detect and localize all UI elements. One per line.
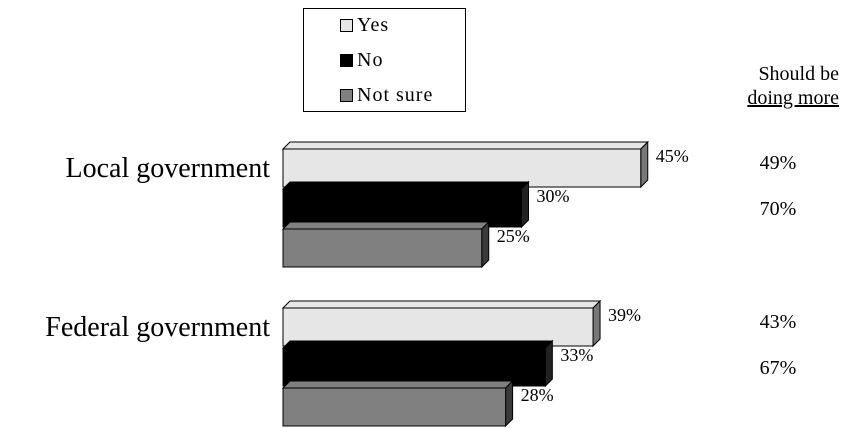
side-header-line1: Should be [758,63,839,85]
legend-item-not-sure: Not sure [340,83,433,107]
legend-swatch-yes [340,18,353,32]
side-column-value: 67% [760,357,797,379]
bar-top-face [281,380,514,389]
bar-side-face [544,339,553,388]
bar-top-face [281,300,602,309]
data-label: 25% [497,226,530,246]
labels-group: Local government 45% 30% 25% 49% 70% Federal g… [45,146,796,405]
legend-label-no: No [357,48,384,71]
side-column-value: 49% [760,152,797,174]
side-header-line2: doing more [747,87,839,109]
bar-top-face [281,221,490,230]
category-label: Federal government [45,312,270,343]
bar-top-face [281,181,530,190]
data-label: 39% [608,305,641,325]
bar-top-face [281,340,554,349]
category-label: Local government [66,153,271,184]
data-label: 30% [537,186,570,206]
legend-label-not-sure: Not sure [357,83,434,106]
bar-no [282,188,522,228]
bar-not-sure [282,228,483,268]
data-label: 28% [521,385,554,405]
bar-no [282,347,546,387]
side-column-value: 43% [760,311,797,333]
bar-not-sure [282,387,507,427]
legend-label-yes: Yes [357,13,390,36]
data-label: 45% [656,146,689,166]
side-column-header: Should be doing more [747,62,839,110]
bar-side-face [481,220,490,269]
bars-group [281,140,649,428]
bar-top-face [281,141,649,150]
legend-swatch-no [340,53,353,67]
legend: Yes No Not sure [303,8,466,112]
bar-side-face [592,299,601,348]
legend-item-yes: Yes [340,13,389,37]
bar-side-face [505,379,514,428]
bar-side-face [640,140,649,189]
bar-yes [282,307,594,347]
legend-item-no: No [340,48,383,72]
bar-yes [282,148,642,188]
side-column-value: 70% [760,198,797,220]
data-label: 33% [560,345,593,365]
bar-side-face [521,180,529,229]
legend-swatch-not-sure [340,88,353,102]
